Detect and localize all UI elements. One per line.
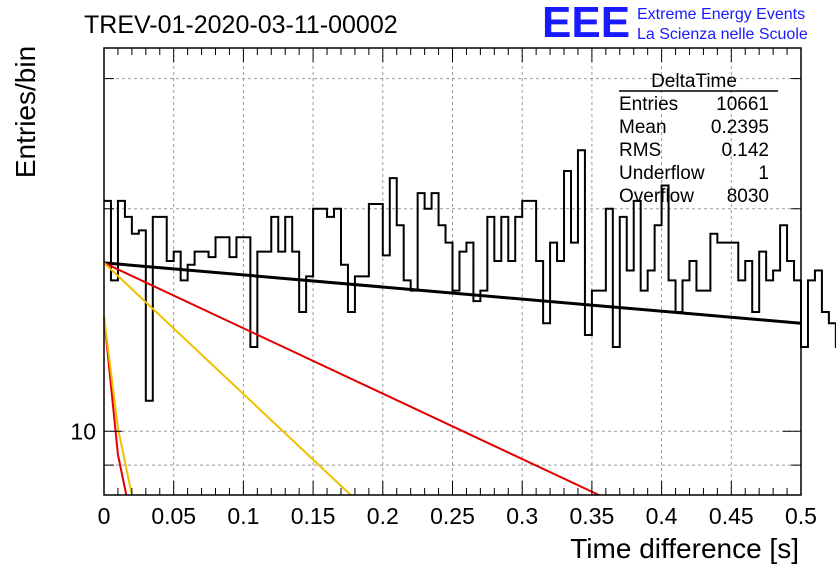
x-tick-label: 0.15 (291, 503, 336, 529)
stats-label-overflow: Overflow (619, 186, 694, 207)
y-axis-label: Entries/bin (10, 46, 41, 178)
stats-value-rms: 0.142 (721, 140, 769, 161)
x-tick-label: 0 (98, 503, 111, 529)
x-tick-label: 0.35 (570, 503, 615, 529)
fit-line-3 (103, 262, 352, 496)
fit-line-1 (103, 261, 802, 325)
stats-title: DeltaTime (651, 71, 737, 92)
stats-label-underflow: Underflow (619, 163, 705, 184)
logo-line-2: La Scienza nelle Scuole (637, 26, 808, 43)
x-tick-label: 0.5 (785, 503, 817, 529)
fit-lines (103, 261, 802, 496)
stats-value-entries: 10661 (716, 94, 769, 115)
stats-label-mean: Mean (619, 117, 667, 138)
axes (103, 47, 802, 496)
y-tick-label: 10 (70, 418, 96, 444)
fit-line-4 (103, 316, 128, 496)
logo-line-1: Extreme Energy Events (637, 6, 805, 23)
fit-line-5 (103, 316, 133, 496)
fit-line-2 (103, 261, 600, 496)
x-tick-label: 0.3 (506, 503, 538, 529)
stats-value-underflow: 1 (758, 163, 769, 184)
x-tick-label: 0.45 (709, 503, 754, 529)
stats-value-mean: 0.2395 (711, 117, 769, 138)
x-tick-label: 0.1 (227, 503, 259, 529)
logo-mark: EEE (542, 0, 630, 47)
x-tick-label: 0.4 (646, 503, 678, 529)
stats-value-overflow: 8030 (727, 186, 769, 207)
eee-logo: EEE Extreme Energy Events La Scienza nel… (542, 0, 808, 47)
x-tick-label: 0.25 (430, 503, 475, 529)
stats-box: DeltaTime Entries 10661 Mean 0.2395 RMS … (619, 71, 778, 207)
tick-labels: 0 0.05 0.1 0.15 0.2 0.25 0.3 0.35 0.4 0.45 0.5 10 (70, 418, 817, 529)
x-tick-label: 0.2 (367, 503, 399, 529)
x-tick-label: 0.05 (151, 503, 196, 529)
stats-label-entries: Entries (619, 94, 678, 115)
stats-label-rms: RMS (619, 140, 661, 161)
run-title: TREV-01-2020-03-11-00002 (84, 11, 398, 39)
x-axis-label: Time difference [s] (570, 533, 799, 564)
